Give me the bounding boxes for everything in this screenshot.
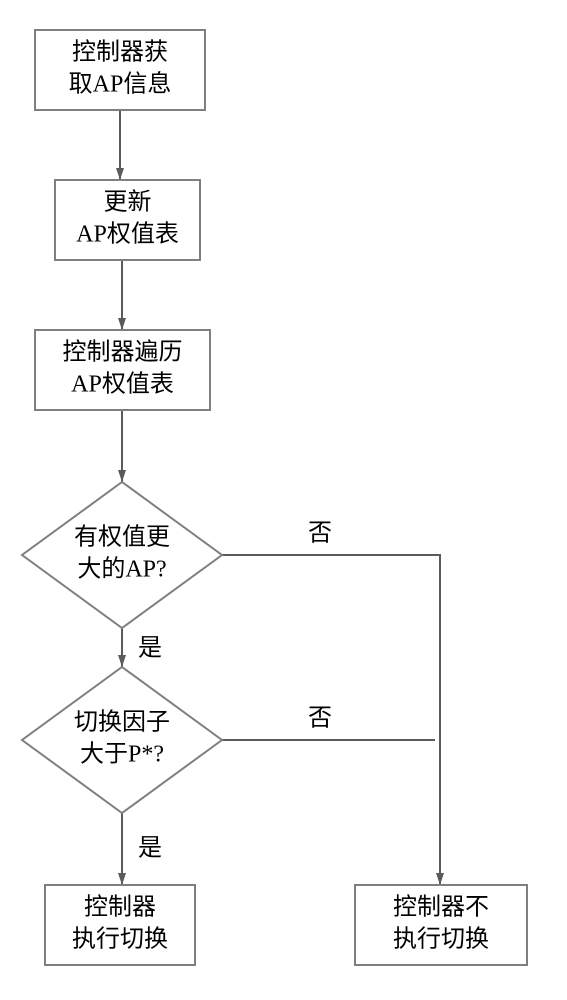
svg-text:大的AP?: 大的AP? bbox=[77, 556, 166, 583]
svg-text:切换因子: 切换因子 bbox=[74, 708, 170, 735]
svg-text:有权值更: 有权值更 bbox=[74, 523, 170, 550]
svg-text:取AP信息: 取AP信息 bbox=[69, 71, 172, 98]
svg-text:控制器不: 控制器不 bbox=[393, 893, 489, 920]
svg-text:大于P*?: 大于P*? bbox=[80, 741, 164, 768]
svg-text:更新: 更新 bbox=[104, 188, 152, 215]
svg-text:AP权值表: AP权值表 bbox=[76, 221, 179, 248]
svg-text:是: 是 bbox=[138, 636, 162, 662]
svg-text:是: 是 bbox=[138, 836, 162, 862]
svg-text:控制器获: 控制器获 bbox=[72, 38, 168, 65]
svg-text:控制器: 控制器 bbox=[84, 893, 156, 920]
svg-text:AP权值表: AP权值表 bbox=[71, 371, 174, 398]
svg-text:执行切换: 执行切换 bbox=[393, 926, 489, 953]
svg-text:否: 否 bbox=[308, 706, 332, 732]
svg-text:否: 否 bbox=[308, 521, 332, 547]
svg-text:执行切换: 执行切换 bbox=[72, 926, 168, 953]
svg-text:控制器遍历: 控制器遍历 bbox=[63, 338, 183, 365]
